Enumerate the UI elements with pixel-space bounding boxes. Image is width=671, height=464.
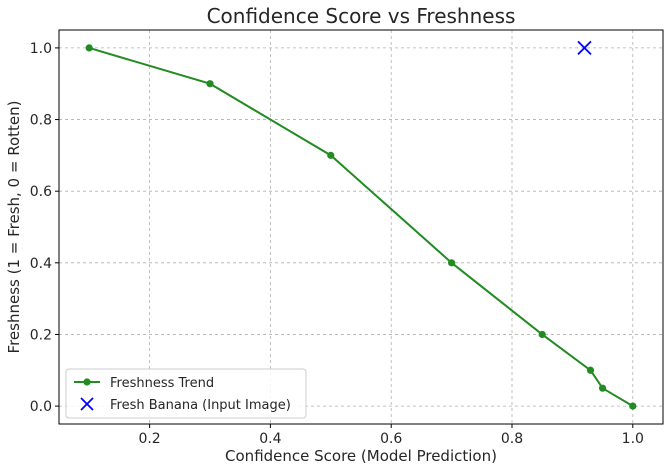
y-tick-label: 0.6 xyxy=(30,184,52,200)
legend: Freshness Trend Fresh Banana (Input Imag… xyxy=(65,368,307,419)
freshness-trend-point xyxy=(629,402,637,410)
x-tick-label: 0.4 xyxy=(259,431,281,447)
x-tick-label: 1.0 xyxy=(622,431,644,447)
y-tick-label: 1.0 xyxy=(30,41,52,57)
freshness-trend-point xyxy=(599,384,607,392)
plot-area-frame xyxy=(58,29,664,425)
freshness-trend-point xyxy=(586,366,595,374)
y-axis-ticks: 0.0 0.2 0.4 0.6 0.8 1.0 xyxy=(30,41,59,415)
chart-title: Confidence Score vs Freshness xyxy=(207,4,516,28)
y-tick-label: 0.0 xyxy=(30,399,52,415)
grid xyxy=(59,30,663,424)
freshness-trend-point xyxy=(327,151,335,159)
y-axis-label: Freshness (1 = Fresh, 0 = Rotten) xyxy=(5,101,23,354)
freshness-trend-point xyxy=(538,330,546,339)
x-tick-label: 0.6 xyxy=(380,431,402,447)
legend-x-swatch xyxy=(80,397,94,411)
freshness-trend-point xyxy=(448,259,456,267)
x-axis-ticks: 0.2 0.4 0.6 0.8 1.0 xyxy=(138,424,644,447)
legend-entry-freshness-trend: Freshness Trend xyxy=(110,376,214,391)
legend-entry-fresh-banana: Fresh Banana (Input Image) xyxy=(110,398,291,413)
series-layer xyxy=(85,40,637,410)
fresh-banana-point xyxy=(577,40,592,56)
freshness-trend-point xyxy=(206,80,214,88)
freshness-trend-point xyxy=(85,44,93,52)
y-tick-label: 0.8 xyxy=(30,113,52,129)
legend-marker-swatch xyxy=(83,378,91,386)
x-tick-label: 0.2 xyxy=(138,431,160,447)
x-axis-label: Confidence Score (Model Prediction) xyxy=(225,447,497,464)
freshness-trend-line xyxy=(88,46,634,407)
y-tick-label: 0.4 xyxy=(30,256,52,272)
legend-box xyxy=(65,368,307,419)
y-tick-label: 0.2 xyxy=(30,327,52,343)
x-tick-label: 0.8 xyxy=(501,431,523,447)
